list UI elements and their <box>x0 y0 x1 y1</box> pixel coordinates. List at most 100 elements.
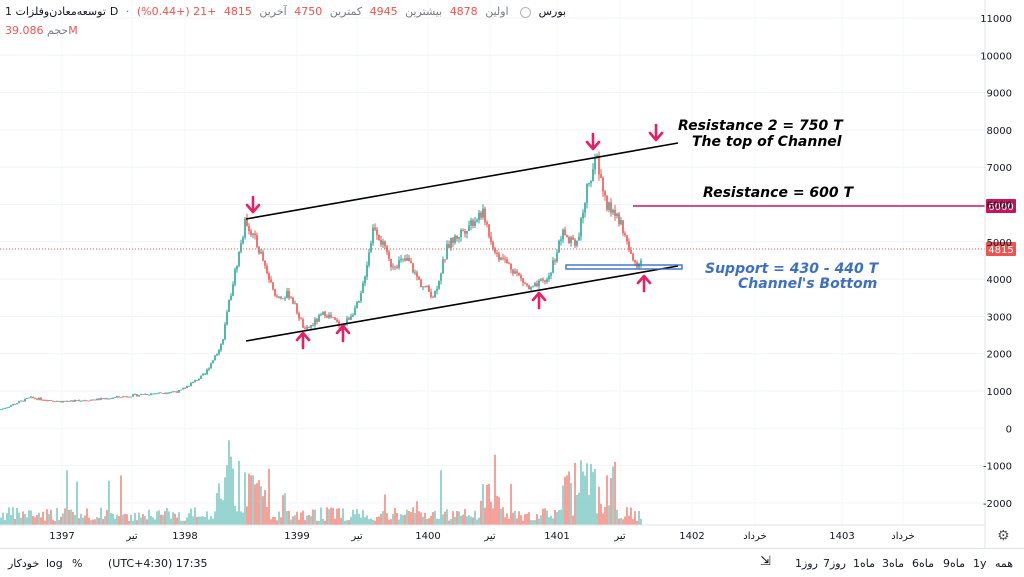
candle-body <box>640 260 642 264</box>
candle-body <box>308 326 310 328</box>
range-1m[interactable]: 1ماه <box>853 557 876 570</box>
volume-bar <box>98 517 100 525</box>
volume-bar <box>116 514 118 525</box>
interval-label[interactable]: 1D <box>5 5 119 18</box>
support-band <box>565 264 683 270</box>
resistance1-label[interactable]: Resistance = 600 T <box>703 185 854 201</box>
candle-body <box>178 390 180 393</box>
volume-bar <box>640 518 642 525</box>
volume-bar <box>276 520 278 525</box>
range-6m[interactable]: 6ماه <box>912 557 935 570</box>
arrow-head <box>295 331 311 342</box>
candle-body <box>420 279 422 288</box>
price-axis[interactable]: -2000 -1000 0 1000 2000 3000 4000 5000 6000 7000 8… <box>980 0 1012 548</box>
candle-body <box>590 181 592 184</box>
candle-body <box>502 257 504 259</box>
range-3m[interactable]: 3ماه <box>882 557 905 570</box>
last-price-badge <box>986 242 1016 256</box>
candle-body <box>284 297 286 299</box>
candle-body <box>266 265 268 274</box>
channel-bottom-label[interactable]: Channel's Bottom <box>738 276 878 292</box>
volume-bar <box>174 513 176 525</box>
up-arrow-icon <box>636 274 652 293</box>
candle-body <box>140 394 142 396</box>
volume-bar <box>496 495 498 525</box>
volume-bar <box>402 515 404 525</box>
candle-body <box>538 280 540 287</box>
candle-body <box>272 282 274 290</box>
volume-bar <box>106 509 108 525</box>
volume-bar <box>522 520 524 525</box>
volume-bar <box>254 484 256 525</box>
auto-scale-toggle[interactable]: خودکار <box>8 557 40 570</box>
volume-bar <box>314 509 316 525</box>
candle-body <box>490 236 492 242</box>
percent-toggle[interactable]: % <box>72 557 83 570</box>
timezone-clock[interactable]: (UTC+4:30) 17:35 <box>108 557 208 570</box>
volume-bar <box>624 516 626 525</box>
volume-bar <box>608 505 610 525</box>
volume-bar <box>430 515 432 525</box>
candle-body <box>634 260 636 263</box>
volume-bar <box>392 514 394 525</box>
volume-bar <box>92 519 94 525</box>
volume-bar <box>520 515 522 525</box>
volume-bar <box>202 516 204 525</box>
candle-body <box>482 208 484 218</box>
volume-bar <box>32 515 34 525</box>
range-all[interactable]: همه <box>995 557 1014 570</box>
time-axis[interactable]: 1397 تیر 1398 1399 تیر 1400 تیر 1401 تیر 1402 خردا… <box>0 524 985 542</box>
volume-bar <box>434 510 436 525</box>
volume-bar <box>442 514 444 525</box>
range-1d[interactable]: 1روز <box>795 557 818 570</box>
volume-bar <box>606 475 608 525</box>
candle-body <box>110 398 112 400</box>
price-axis-tick: 0 <box>1006 424 1012 435</box>
volume-bar <box>52 519 54 525</box>
volume-bar <box>538 518 540 525</box>
channel-top-label[interactable]: The top of Channel <box>692 134 842 150</box>
volume-bar <box>576 494 578 525</box>
candle-body <box>14 404 16 405</box>
candle-body <box>44 400 46 401</box>
time-axis-tick: تیر <box>483 531 496 542</box>
symbol-name[interactable]: توسعه‌معادن‌وفلزات <box>15 5 106 18</box>
volume-bar <box>544 508 546 525</box>
volume-bar <box>352 509 354 525</box>
settings-gear-icon[interactable]: ⚙ <box>997 528 1010 544</box>
volume-bar <box>90 520 92 525</box>
volume-bar <box>528 512 530 525</box>
bottom-toolbar: همه 1y 9ماه 6ماه 3ماه 1ماه 7روز 1روز ⇲ (… <box>0 548 1024 577</box>
candle-body <box>318 315 320 322</box>
volume-bar <box>4 519 6 525</box>
candle-body <box>16 403 18 405</box>
volume-bar <box>288 510 290 525</box>
volume-bar <box>200 516 202 525</box>
range-1y[interactable]: 1y <box>973 557 987 570</box>
candle-body <box>414 272 416 274</box>
candle-body <box>268 273 270 280</box>
candle-body <box>572 237 574 240</box>
candle-body <box>152 393 154 395</box>
candle-body <box>454 235 456 243</box>
date-range-icon[interactable]: ⇲ <box>760 554 771 569</box>
resistance2-label[interactable]: Resistance 2 = 750 T <box>678 118 843 134</box>
support-label[interactable]: Support = 430 - 440 T <box>705 261 879 277</box>
log-toggle[interactable]: log <box>46 557 63 570</box>
volume-bar <box>292 516 294 525</box>
range-7d[interactable]: 7روز <box>823 557 846 570</box>
volume-bar <box>564 477 566 525</box>
candle-body <box>534 283 536 287</box>
candle-body <box>392 266 394 268</box>
candle-body <box>394 266 396 268</box>
volume-bar <box>602 513 604 525</box>
candle-body <box>472 220 474 226</box>
candle-body <box>416 272 418 277</box>
open-label: اولین <box>485 5 509 18</box>
candle-body <box>602 177 604 192</box>
range-9m[interactable]: 9ماه <box>943 557 966 570</box>
candle-body <box>558 240 560 253</box>
volume-bar <box>144 516 146 525</box>
volume-bar <box>380 513 382 525</box>
